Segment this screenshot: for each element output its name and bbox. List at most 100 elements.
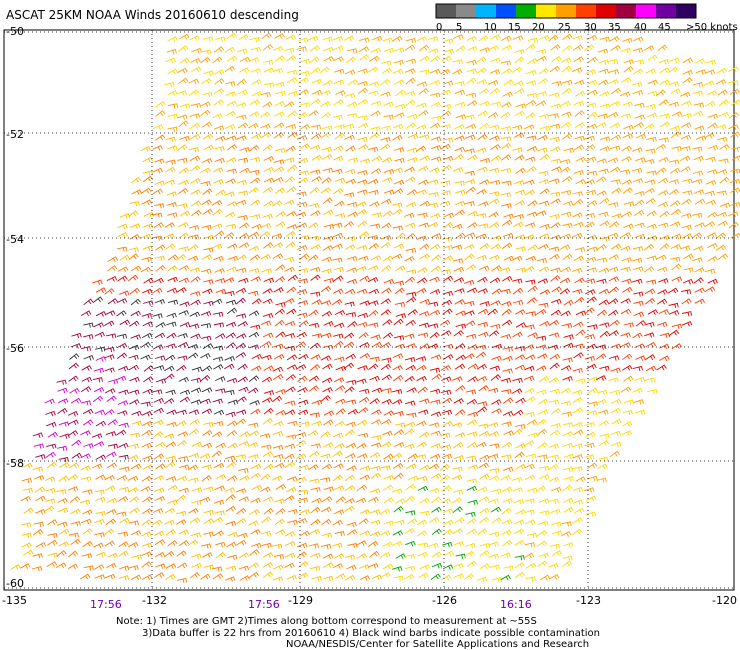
- wind-barb: [550, 309, 562, 316]
- wind-barb: [200, 101, 211, 108]
- wind-barb: [345, 178, 356, 185]
- wind-barb: [479, 157, 491, 164]
- wind-barb: [442, 308, 453, 315]
- wind-barb: [262, 332, 274, 339]
- wind-barb: [129, 389, 140, 395]
- wind-barb: [502, 242, 513, 249]
- wind-barb: [285, 34, 296, 41]
- wind-barb: [525, 279, 536, 285]
- wind-barb: [251, 78, 262, 85]
- wind-barb: [284, 552, 296, 559]
- wind-barb: [575, 476, 586, 483]
- wind-barb: [298, 170, 310, 176]
- wind-barb: [359, 509, 370, 515]
- wind-barb: [443, 519, 454, 526]
- wind-barb: [466, 35, 477, 42]
- wind-barb: [539, 153, 550, 161]
- wind-barb: [370, 100, 382, 107]
- wind-barb: [225, 157, 237, 164]
- wind-barb: [478, 423, 489, 429]
- wind-barb: [164, 507, 176, 514]
- wind-barb: [442, 155, 454, 162]
- wind-barb: [370, 110, 381, 117]
- wind-barb: [428, 343, 439, 350]
- wind-barb: [453, 277, 465, 283]
- wind-barb: [311, 175, 322, 182]
- wind-barb: [441, 164, 452, 172]
- wind-barb: [406, 463, 417, 470]
- wind-barb: [563, 453, 575, 460]
- wind-barb: [272, 475, 283, 482]
- wind-barb: [692, 257, 703, 263]
- wind-barb: [238, 468, 249, 474]
- wind-barb: [332, 168, 343, 175]
- wind-barb: [511, 125, 523, 131]
- wind-barb: [320, 477, 331, 483]
- wind-barb: [141, 199, 152, 206]
- wind-barb: [81, 476, 92, 482]
- wind-barb: [716, 211, 728, 218]
- wind-barb: [178, 277, 190, 284]
- wind-barb: [535, 49, 547, 55]
- wind-barb: [167, 89, 178, 96]
- wind-barb: [287, 131, 298, 139]
- wind-barb: [634, 114, 645, 120]
- wind-barb: [490, 323, 501, 330]
- wind-barb: [68, 462, 80, 469]
- wind-barb: [596, 257, 608, 263]
- wind-barb: [129, 399, 140, 405]
- wind-barb: [633, 36, 644, 43]
- wind-barb: [634, 191, 645, 197]
- wind-barb: [311, 89, 323, 96]
- wind-barb: [430, 399, 441, 405]
- wind-barb: [392, 35, 403, 42]
- wind-barb: [332, 114, 343, 121]
- wind-barb: [452, 489, 464, 495]
- wind-barb: [357, 81, 368, 87]
- wind-barb: [142, 464, 154, 470]
- wind-barb: [118, 541, 129, 548]
- wind-barb: [501, 486, 513, 493]
- wind-barb: [320, 431, 331, 438]
- wind-barb: [610, 367, 621, 374]
- wind-barb: [538, 552, 549, 559]
- wind-barb: [272, 576, 284, 582]
- wind-barb: [393, 59, 404, 66]
- wind-barb: [347, 79, 358, 86]
- wind-barb: [560, 387, 571, 394]
- wind-barb: [251, 353, 263, 360]
- wind-barb: [153, 475, 165, 481]
- wind-barb: [251, 365, 262, 372]
- wind-barb: [620, 77, 632, 84]
- wind-barb: [275, 389, 286, 395]
- wind-barb: [345, 453, 356, 459]
- wind-barb: [467, 100, 478, 107]
- wind-barb: [21, 532, 32, 538]
- wind-barb: [345, 312, 357, 318]
- wind-barb: [284, 461, 296, 469]
- wind-barb: [237, 122, 249, 129]
- wind-barb: [154, 441, 166, 448]
- wind-barb: [287, 164, 298, 172]
- wind-barb: [344, 341, 355, 348]
- wind-barb: [57, 387, 68, 394]
- colorbar-swatch: [516, 4, 536, 18]
- wind-barb: [392, 208, 403, 216]
- wind-barb: [104, 573, 116, 580]
- wind-barb: [22, 462, 33, 469]
- wind-barb: [631, 81, 643, 88]
- wind-barb: [512, 331, 523, 338]
- wind-barb: [320, 101, 331, 108]
- wind-barb: [357, 179, 368, 185]
- wind-barb: [716, 190, 727, 196]
- wind-barb: [395, 103, 406, 110]
- wind-barb: [371, 212, 382, 218]
- wind-barb: [211, 431, 223, 438]
- wind-barb: [200, 573, 211, 580]
- wind-barb: [45, 451, 56, 458]
- wind-barb: [116, 342, 128, 349]
- wind-barb: [140, 354, 151, 361]
- wind-barb: [23, 549, 34, 556]
- wind-barb: [188, 507, 199, 514]
- wind-barb: [598, 211, 609, 218]
